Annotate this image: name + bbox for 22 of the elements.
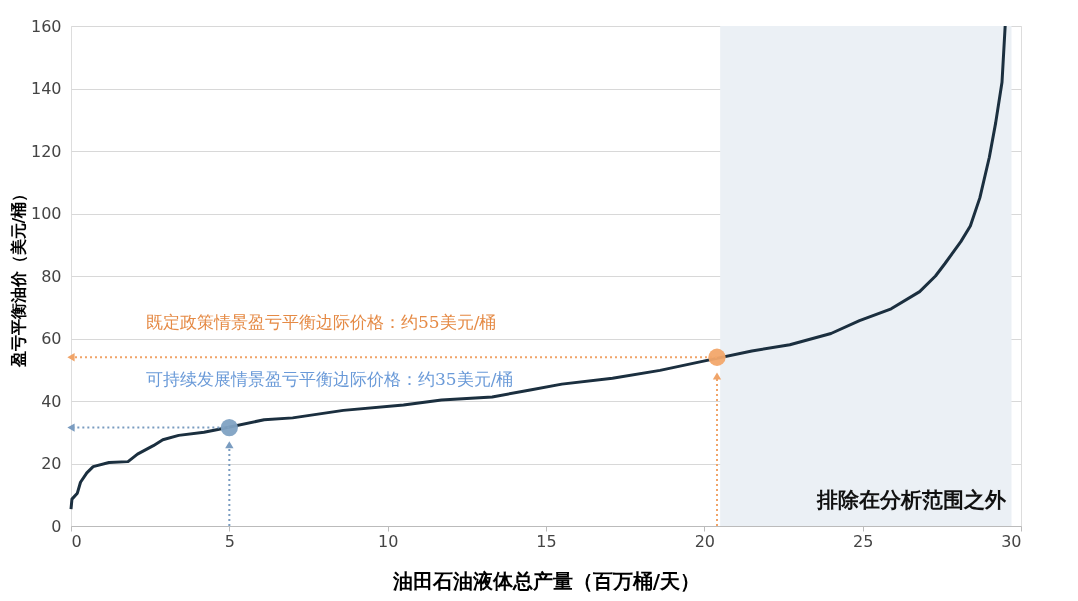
y-tick-label: 0 [51,516,62,536]
y-tick-label: 60 [41,329,62,348]
annotation: 既定政策情景盈亏平衡边际价格：约55美元/桶 [146,312,497,332]
band-label: 排除在分析范围之外 [815,488,1007,512]
line-series [69,24,1007,511]
x-tick-label: 5 [224,531,235,551]
y-tick-label: 120 [30,141,62,161]
x-tick-label: 30 [1001,531,1022,551]
x-tick-label: 25 [852,531,874,551]
y-tick-label: 160 [30,16,62,36]
y-axis-title: 盈亏平衡油价（美元/桶） [8,185,28,369]
y-tick-label: 140 [30,79,62,98]
y-tick-label: 80 [41,266,62,286]
y-tick-label: 20 [41,454,62,473]
annotation: 可持续发展情景盈亏平衡边际价格：约35美元/桶 [146,369,514,389]
x-tick-label: 0 [71,531,82,551]
x-axis-title: 油田石油液体总产量（百万桶/天） [391,568,701,593]
y-tick-label: 100 [30,204,62,223]
x-tick-label: 10 [377,531,399,551]
x-tick-label: 20 [694,531,716,551]
x-tick-label: 15 [536,531,557,551]
y-tick-label: 40 [41,391,62,411]
